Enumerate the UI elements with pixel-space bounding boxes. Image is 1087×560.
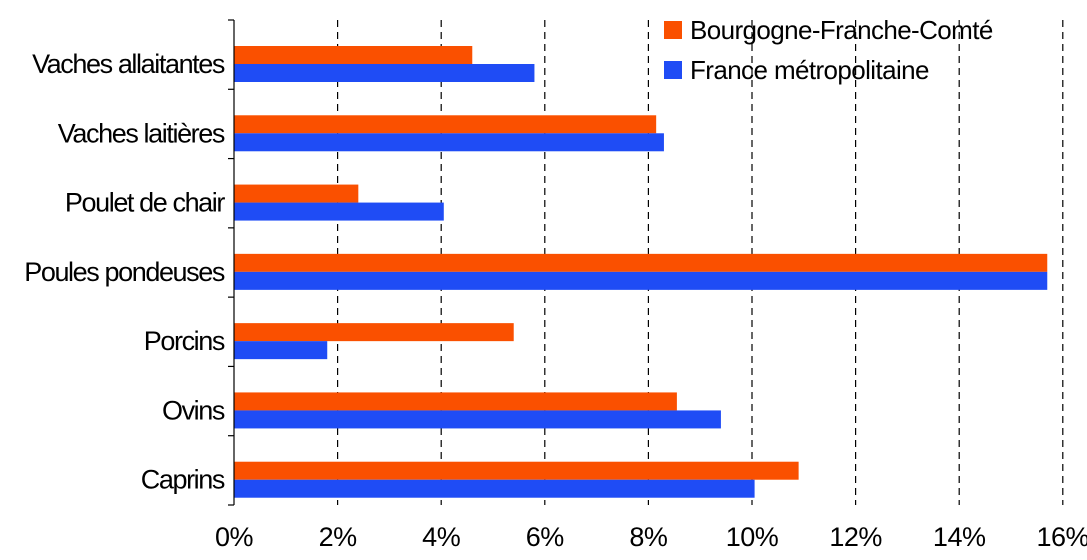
category-label: Poulet de chair	[65, 188, 226, 218]
x-tick-label: 0%	[215, 522, 254, 552]
x-tick-label: 16%	[1037, 522, 1087, 552]
bar	[234, 341, 328, 360]
x-tick-label: 12%	[829, 522, 882, 552]
x-tick-label: 8%	[629, 522, 668, 552]
bar	[234, 323, 514, 342]
bar	[234, 64, 535, 82]
bar	[234, 479, 755, 498]
bar	[234, 392, 677, 411]
category-label: Caprins	[141, 465, 225, 495]
category-label: Vaches laitières	[58, 118, 225, 148]
axis-labels: Vaches allaitantes Vaches laitières Poulet…	[24, 49, 1087, 552]
axes	[228, 19, 235, 506]
bar	[234, 133, 664, 152]
bar	[234, 461, 799, 480]
bar	[234, 253, 1048, 272]
category-label: Porcins	[144, 326, 225, 356]
category-label: Vaches allaitantes	[32, 49, 225, 79]
bars	[234, 46, 1048, 498]
bar	[234, 410, 721, 429]
bar	[234, 202, 444, 221]
legend-swatch	[664, 61, 682, 79]
x-tick-label: 10%	[726, 522, 779, 552]
category-label: Ovins	[162, 395, 225, 425]
legend-swatch	[664, 21, 682, 39]
legend-label: France métropolitaine	[690, 55, 929, 85]
x-tick-label: 6%	[526, 522, 565, 552]
legend: Bourgogne-Franche-Comté France métropolit…	[664, 15, 993, 85]
x-tick-label: 2%	[319, 522, 358, 552]
legend-label: Bourgogne-Franche-Comté	[690, 15, 993, 45]
bar	[234, 184, 359, 203]
bar	[234, 46, 473, 64]
category-label: Poules pondeuses	[24, 257, 225, 287]
x-tick-label: 14%	[933, 522, 986, 552]
bar	[234, 115, 657, 134]
x-tick-label: 4%	[422, 522, 461, 552]
bar	[234, 271, 1048, 290]
